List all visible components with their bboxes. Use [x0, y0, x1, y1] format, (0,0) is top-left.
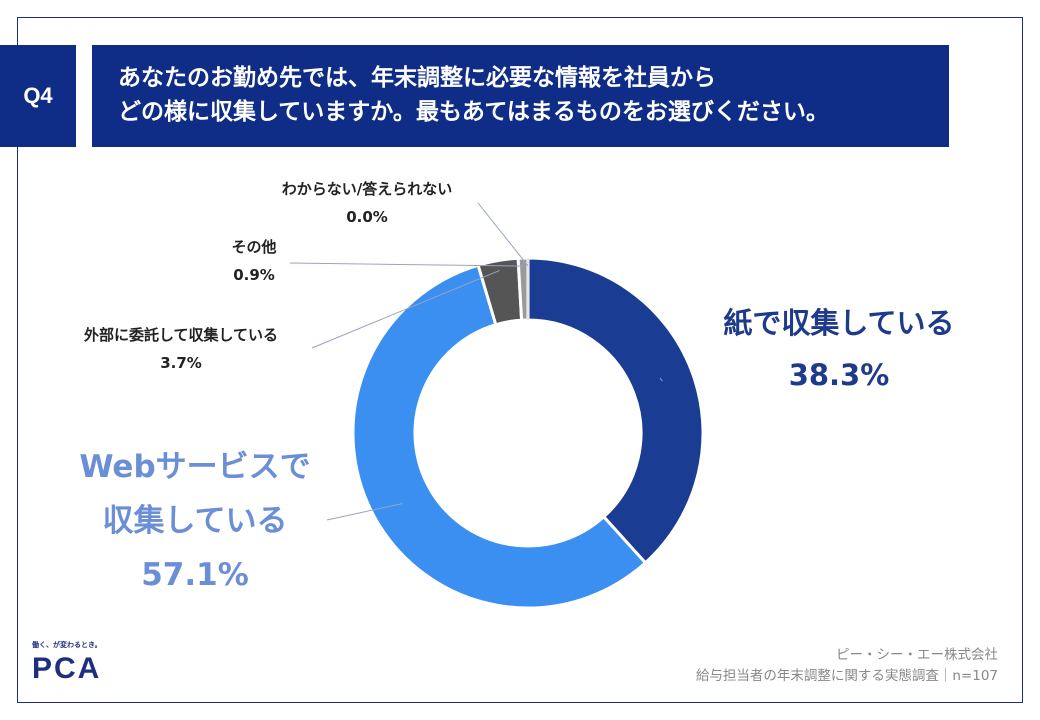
label-outsource-value: 3.7% [160, 354, 202, 372]
source-survey: 給与担当者の年末調整に関する実態調査｜n=107 [695, 668, 998, 684]
leader-other [289, 262, 524, 267]
label-unknown-value: 0.0% [346, 208, 388, 226]
logo-text: PCA [32, 652, 102, 685]
question-title: あなたのお勤め先では、年末調整に必要な情報を社員から どの様に収集していますか。… [92, 45, 949, 147]
source-company: ピー・シー・エー株式会社 [836, 647, 998, 663]
label-other-value: 0.9% [233, 266, 275, 284]
leader-paper [659, 377, 663, 382]
slice-other [516, 256, 530, 322]
label-other: その他 0.9% [214, 236, 294, 284]
question-number: Q4 [23, 83, 53, 108]
label-unknown-name: わからない/答えられない [281, 180, 453, 198]
logo-tagline: 働く、が変わるとき。 [32, 641, 102, 649]
leader-unknown [477, 202, 529, 267]
label-paper-name: 紙で収集している [723, 306, 955, 340]
pca-logo: 働く、が変わるとき。 PCA [32, 640, 102, 686]
slice-web [351, 263, 648, 610]
label-web-name-line2: 収集している [102, 503, 288, 539]
source-note: ピー・シー・エー株式会社 給与担当者の年末調整に関する実態調査｜n=107 [696, 645, 998, 687]
label-web: Webサービスで 収集している 57.1% [70, 440, 320, 602]
label-other-name: その他 [231, 238, 277, 256]
label-paper-value: 38.3% [788, 358, 890, 392]
leader-web [326, 503, 403, 521]
label-web-name-line1: Webサービスで [79, 449, 311, 485]
question-title-line1: あなたのお勤め先では、年末調整に必要な情報を社員から [118, 65, 716, 91]
label-outsource: 外部に委託して収集している 3.7% [56, 324, 306, 372]
label-web-value: 57.1% [141, 557, 249, 593]
label-outsource-name: 外部に委託して収集している [83, 326, 279, 344]
label-unknown: わからない/答えられない 0.0% [232, 178, 502, 226]
label-paper: 紙で収集している 38.3% [704, 300, 974, 398]
question-title-line2: どの様に収集していますか。最もあてはまるものをお選びください。 [118, 99, 829, 125]
question-number-badge: Q4 [0, 45, 76, 147]
slice-paper [526, 256, 705, 565]
leader-outsource [311, 269, 500, 349]
